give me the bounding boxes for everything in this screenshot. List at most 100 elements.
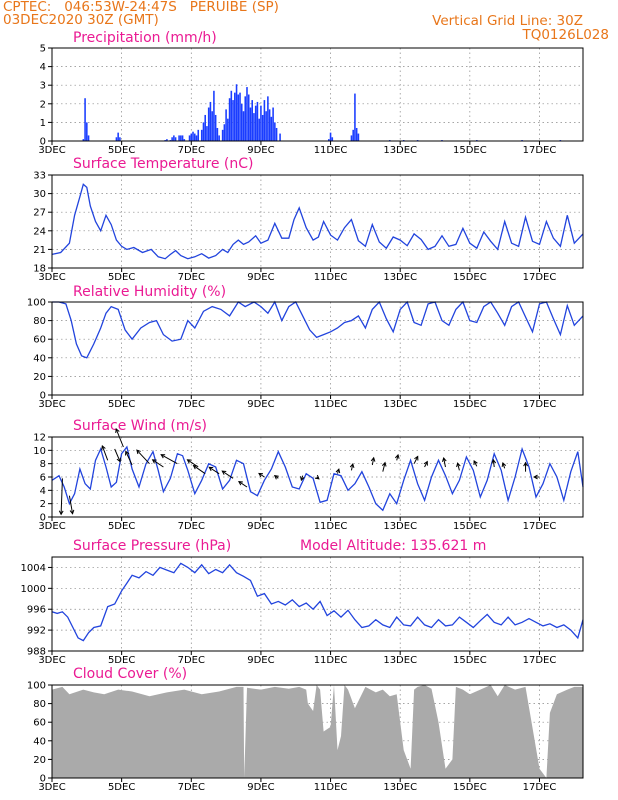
x-tick-label: 17DEC (523, 145, 557, 156)
precip-bar (354, 93, 356, 141)
panel-title: Cloud Cover (%) (73, 666, 187, 682)
y-tick-label: 6 (40, 473, 46, 484)
wind-arrow-head (116, 457, 121, 463)
precip-bar (239, 92, 241, 141)
x-tick-label: 9DEC (247, 521, 274, 532)
y-tick-label: 0 (40, 137, 46, 148)
precip-bar (357, 133, 360, 141)
precip-bar (256, 101, 259, 141)
wind-arrow-head (160, 454, 166, 459)
panel-title: Surface Wind (m/s) (73, 418, 207, 434)
wind-arrow-head (136, 449, 141, 455)
wind-arrow (101, 445, 109, 461)
series-line (52, 300, 584, 359)
model-id-label: TQ0126L028 (522, 27, 609, 43)
x-tick-label: 11DEC (314, 521, 348, 532)
precip-bar (206, 126, 208, 141)
precip-bar (190, 133, 193, 141)
x-tick-label: 13DEC (383, 399, 417, 410)
precip-bar (178, 135, 180, 141)
x-tick-label: 7DEC (178, 272, 205, 283)
precip-bar (352, 129, 354, 141)
precip-bar (213, 90, 215, 141)
y-tick-label: 20 (33, 755, 46, 766)
x-tick-label: 11DEC (314, 145, 348, 156)
x-tick-label: 9DEC (247, 145, 274, 156)
y-tick-label: 60 (33, 718, 46, 729)
x-tick-label: 17DEC (523, 521, 557, 532)
wind-arrow-head (523, 461, 528, 467)
wind-arrow (443, 457, 446, 468)
y-tick-label: 27 (33, 208, 46, 219)
y-tick-label: 30 (33, 189, 46, 200)
x-tick-label: 3DEC (38, 399, 65, 410)
panel-title: Surface Pressure (hPa) (73, 538, 231, 554)
wind-arrow-head (125, 450, 130, 456)
x-tick-label: 15DEC (453, 399, 487, 410)
precip-bar (268, 109, 271, 141)
plot-frame (51, 556, 584, 652)
wind-arrow (413, 456, 419, 464)
wind-arrow (382, 462, 386, 472)
wind-arrow-head (533, 474, 538, 480)
precip-bar (207, 107, 210, 141)
precip-bar (216, 127, 219, 141)
wind-arrow-head (335, 468, 341, 474)
precip-bar (254, 105, 257, 141)
run-date-label: 03DEC2020 30Z (GMT) (3, 12, 159, 28)
precip-bar (117, 132, 119, 141)
wind-arrow-head (314, 474, 320, 480)
chart-panel-5: Cloud Cover (%) 0 20 40 60 80 100 3DEC 5DEC 7DEC 9… (27, 666, 584, 793)
precip-bar (258, 118, 260, 141)
wind-arrow-head (101, 444, 106, 450)
x-tick-label: 5DEC (108, 521, 135, 532)
panel-title: Precipitation (mm/h) (73, 30, 217, 46)
precip-bar (267, 96, 269, 141)
y-tick-label: 80 (33, 699, 46, 710)
wind-arrow-head (349, 463, 355, 469)
precip-bar (202, 122, 205, 141)
precip-bar (193, 133, 196, 141)
precip-bar (180, 135, 182, 141)
precip-bar (329, 132, 332, 141)
precip-bar (200, 129, 203, 141)
wind-arrow-head (192, 464, 198, 470)
x-tick-label: 3DEC (38, 782, 65, 793)
wind-arrow (221, 470, 234, 479)
precip-bar (263, 100, 266, 141)
wind-arrow (60, 478, 63, 515)
precip-bar (249, 107, 252, 141)
y-tick-label: 33 (33, 171, 46, 182)
y-tick-label: 996 (27, 605, 46, 616)
precip-bar (235, 84, 238, 141)
x-tick-label: 5DEC (108, 399, 135, 410)
wind-arrow-head (441, 456, 447, 462)
precip-bar (331, 137, 334, 141)
wind-arrow (457, 463, 460, 471)
wind-arrow (68, 495, 74, 514)
chart-header: CPTEC: 046:53W-24:47S PERUIBE (SP) 03DEC… (0, 0, 618, 48)
precip-bar (355, 127, 358, 141)
wind-arrow-head (381, 461, 387, 467)
x-tick-label: 11DEC (314, 655, 348, 666)
series-line (51, 562, 584, 642)
precip-bar (242, 111, 245, 141)
station-label: CPTEC: 046:53W-24:47S PERUIBE (SP) (3, 0, 279, 15)
precip-bar (328, 139, 330, 141)
precip-bar (253, 113, 255, 141)
precip-bar (265, 111, 267, 141)
y-tick-label: 10 (33, 446, 46, 457)
cloud-cover-area (52, 685, 583, 778)
x-tick-label: 17DEC (523, 272, 557, 283)
panel-annotation: Model Altitude: 135.621 m (300, 538, 486, 554)
x-tick-label: 9DEC (247, 272, 274, 283)
x-tick-label: 7DEC (178, 145, 205, 156)
precip-bar (251, 100, 253, 141)
precip-bar (188, 135, 191, 141)
x-tick-label: 13DEC (383, 521, 417, 532)
x-tick-label: 15DEC (453, 145, 487, 156)
wind-arrow (350, 463, 354, 471)
x-tick-label: 13DEC (383, 655, 417, 666)
precip-bar (209, 101, 212, 141)
wind-arrow (258, 472, 265, 478)
